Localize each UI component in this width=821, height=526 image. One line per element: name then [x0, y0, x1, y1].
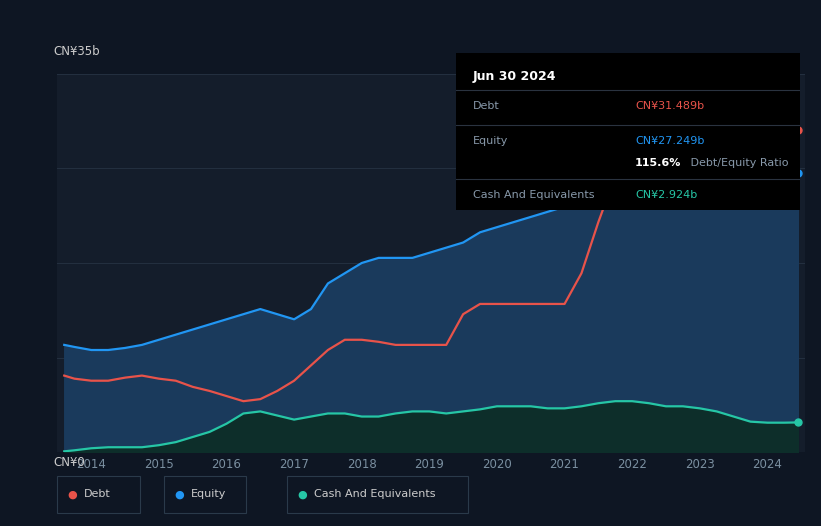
- Text: Equity: Equity: [190, 489, 226, 500]
- Text: Cash And Equivalents: Cash And Equivalents: [473, 189, 594, 200]
- Text: Debt/Equity Ratio: Debt/Equity Ratio: [686, 158, 788, 168]
- Text: CN¥31.489b: CN¥31.489b: [635, 101, 704, 112]
- Text: CN¥27.249b: CN¥27.249b: [635, 136, 704, 146]
- Text: CN¥0: CN¥0: [53, 456, 85, 469]
- Text: ●: ●: [67, 489, 77, 500]
- Text: ●: ●: [297, 489, 307, 500]
- Text: ●: ●: [174, 489, 184, 500]
- Text: Equity: Equity: [473, 136, 508, 146]
- Text: CN¥2.924b: CN¥2.924b: [635, 189, 697, 200]
- Text: Cash And Equivalents: Cash And Equivalents: [314, 489, 435, 500]
- Text: Debt: Debt: [473, 101, 500, 112]
- Text: Debt: Debt: [84, 489, 111, 500]
- Text: Jun 30 2024: Jun 30 2024: [473, 70, 557, 83]
- Text: 115.6%: 115.6%: [635, 158, 681, 168]
- Text: CN¥35b: CN¥35b: [53, 45, 100, 58]
